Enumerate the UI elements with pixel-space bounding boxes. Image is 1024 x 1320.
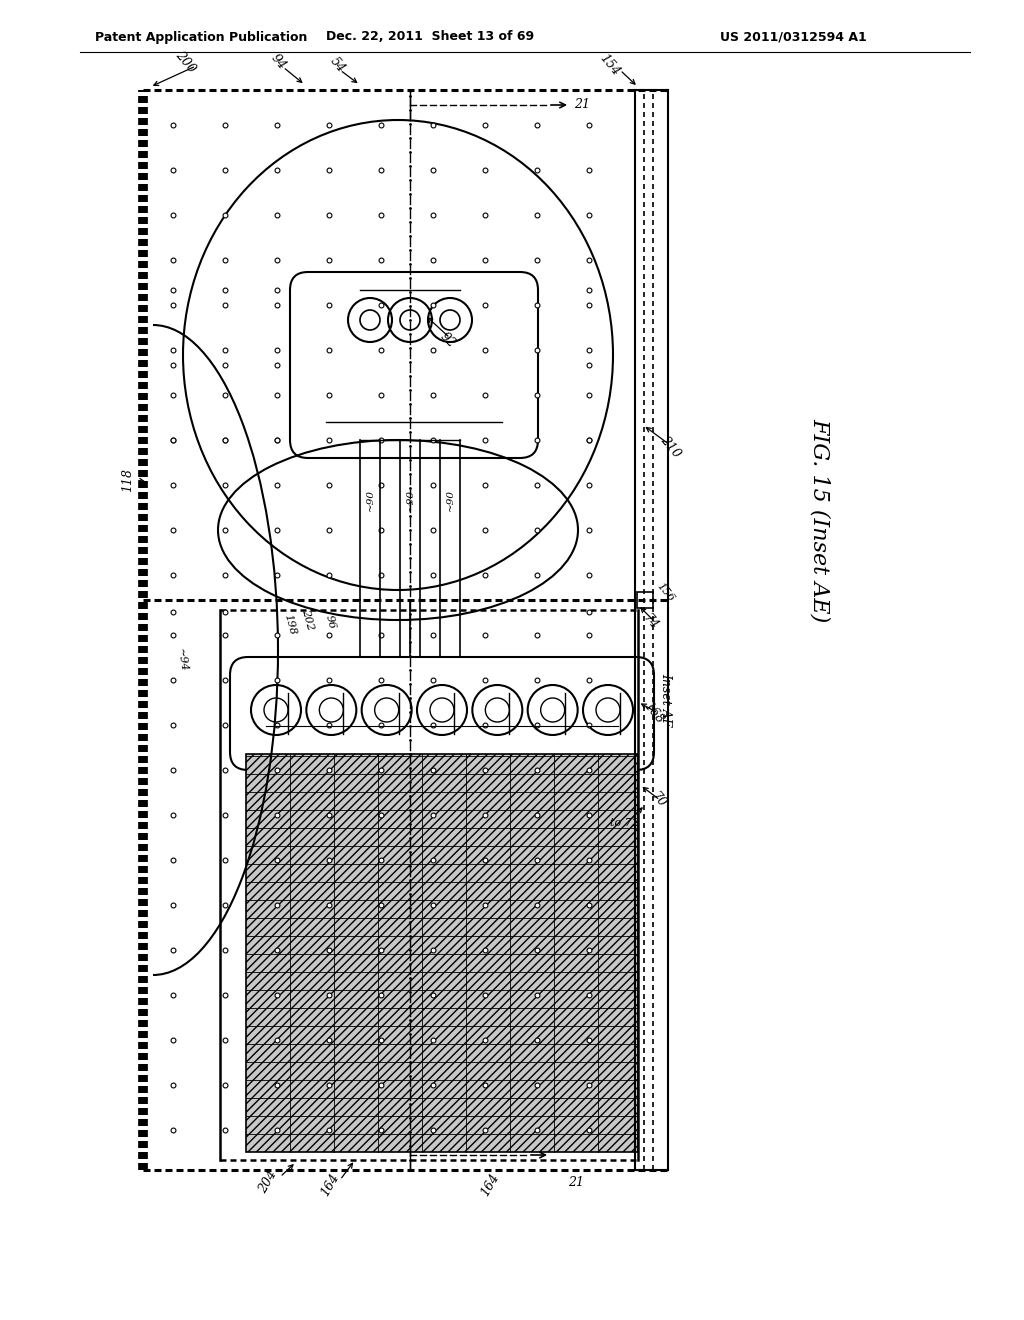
Bar	[637, 591, 653, 609]
Text: ~90: ~90	[366, 488, 375, 511]
Text: 74: 74	[640, 611, 660, 632]
Text: 164: 164	[318, 1171, 342, 1199]
Text: 200: 200	[172, 49, 198, 75]
Text: Patent Application Publication: Patent Application Publication	[95, 30, 307, 44]
Text: 168: 168	[641, 700, 667, 726]
Text: 21: 21	[574, 99, 590, 111]
Text: 118: 118	[122, 469, 134, 492]
Text: 202: 202	[300, 609, 315, 631]
Bar	[246, 754, 638, 1152]
Text: US 2011/0312594 A1: US 2011/0312594 A1	[720, 30, 866, 44]
Text: 164: 164	[478, 1171, 502, 1199]
Text: 156: 156	[654, 581, 676, 603]
Text: to 72: to 72	[610, 818, 640, 828]
Text: ~90: ~90	[445, 488, 455, 511]
Text: 21: 21	[568, 1176, 584, 1189]
Text: ~94: ~94	[175, 648, 189, 672]
Text: FIG. 15 (Inset AE): FIG. 15 (Inset AE)	[809, 418, 831, 622]
Text: 154: 154	[597, 51, 623, 78]
Text: ~90: ~90	[406, 488, 415, 511]
Text: 210: 210	[657, 434, 683, 461]
Text: 204: 204	[256, 1168, 280, 1196]
Text: 54: 54	[328, 54, 348, 75]
Text: 198: 198	[283, 614, 298, 636]
Text: 70: 70	[648, 789, 668, 810]
Text: Inset AF: Inset AF	[659, 673, 673, 727]
Text: 94: 94	[268, 51, 288, 73]
Text: 96: 96	[324, 614, 337, 630]
Text: 92: 92	[437, 330, 459, 350]
Text: Dec. 22, 2011  Sheet 13 of 69: Dec. 22, 2011 Sheet 13 of 69	[326, 30, 535, 44]
